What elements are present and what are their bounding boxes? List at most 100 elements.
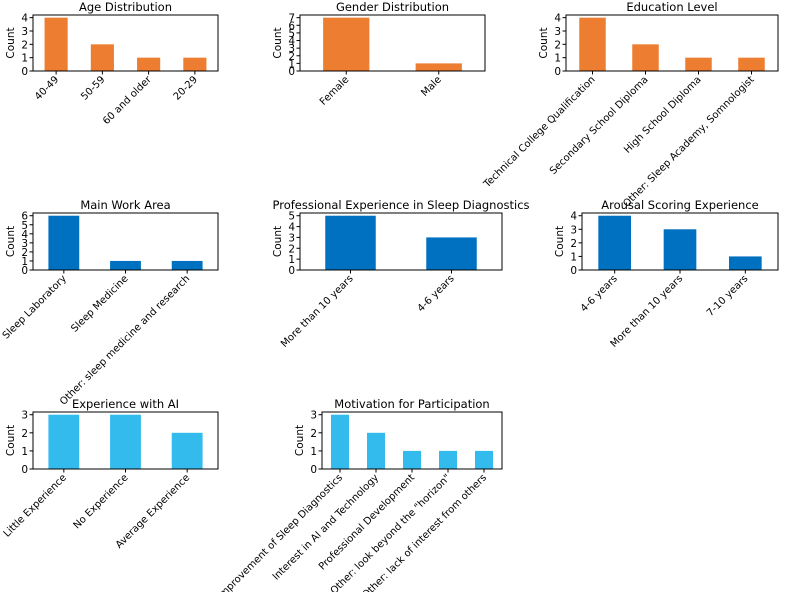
y-tick-label: 5: [288, 211, 295, 223]
bar: [579, 17, 606, 72]
bar: [426, 237, 477, 270]
y-tick-label: 0: [288, 265, 295, 277]
x-tick-label: Sleep Medicine: [69, 273, 130, 334]
x-tick-label: 7-10 years: [705, 273, 751, 319]
y-axis-label: Count: [5, 27, 17, 58]
y-tick-label: 4: [288, 222, 295, 234]
bar: [729, 256, 762, 270]
chart-title: Main Work Area: [80, 198, 170, 212]
bar: [323, 17, 370, 72]
y-tick-label: 2: [554, 39, 561, 51]
chart-title: Age Distribution: [79, 0, 172, 14]
bar: [48, 414, 80, 469]
bar: [48, 215, 80, 270]
x-tick-label: Technical College Qualification: [481, 74, 597, 190]
y-tick-label: 1: [21, 53, 28, 65]
x-tick-label: Little Experience: [2, 472, 69, 539]
x-tick-label: 60 and older: [101, 74, 154, 127]
bar: [44, 17, 68, 72]
y-tick-label: 1: [554, 53, 561, 65]
axes-frame: [32, 14, 219, 72]
y-tick-label: 2: [570, 238, 577, 250]
bar: [632, 44, 659, 71]
y-tick-label: 6: [21, 211, 28, 223]
y-axis-label: Count: [272, 226, 284, 257]
axes-frame: [565, 14, 779, 72]
y-axis-label: Count: [294, 425, 306, 456]
y-tick-label: 2: [288, 51, 295, 63]
x-tick-label: 40-49: [33, 74, 61, 102]
y-axis-label: Count: [554, 226, 566, 257]
y-tick-label: 1: [21, 256, 28, 268]
y-tick-label: 5: [21, 220, 28, 232]
y-tick-label: 2: [288, 243, 295, 255]
y-tick-label: 0: [21, 464, 28, 476]
y-axis-label: Count: [538, 27, 550, 58]
y-tick-label: 7: [288, 13, 295, 25]
y-axis-label: Count: [5, 226, 17, 257]
x-tick-label: More than 10 years: [279, 273, 356, 350]
chart-title: Professional Experience in Sleep Diagnos…: [272, 198, 529, 212]
y-tick-label: 2: [310, 428, 317, 440]
chart-title: Experience with AI: [72, 397, 179, 411]
y-tick-label: 4: [21, 229, 28, 241]
y-tick-label: 1: [288, 58, 295, 70]
bar: [475, 450, 493, 469]
y-tick-label: 4: [570, 211, 577, 223]
y-tick-label: 0: [570, 265, 577, 277]
bar: [325, 215, 376, 270]
y-tick-label: 5: [288, 28, 295, 40]
y-tick-label: 1: [570, 251, 577, 263]
y-tick-label: 2: [21, 428, 28, 440]
x-tick-label: 50-59: [79, 74, 107, 102]
bar: [598, 215, 631, 270]
x-tick-label: Sleep Laboratory: [1, 273, 69, 341]
axes-frame: [299, 212, 503, 271]
bar: [110, 260, 141, 270]
y-tick-label: 1: [310, 446, 317, 458]
x-tick-label: Secondary School Diploma: [548, 74, 651, 177]
y-tick-label: 0: [310, 464, 317, 476]
y-tick-label: 2: [21, 247, 28, 259]
x-tick-label: No Experience: [72, 472, 131, 531]
y-tick-label: 3: [21, 26, 28, 38]
bar: [110, 414, 141, 469]
x-tick-label: Other: lack of interest from others: [361, 472, 490, 592]
bar: [90, 44, 114, 71]
x-tick-label: 4-6 years: [579, 273, 620, 314]
bar: [685, 57, 712, 71]
y-axis-label: Count: [5, 425, 17, 456]
x-tick-label: Female: [318, 74, 351, 107]
y-axis-label: Count: [272, 27, 284, 58]
y-tick-label: 4: [288, 36, 295, 48]
chart-title: Education Level: [626, 0, 717, 14]
bar: [183, 57, 207, 71]
x-tick-label: Male: [419, 74, 444, 99]
y-tick-label: 2: [21, 39, 28, 51]
y-tick-label: 0: [21, 265, 28, 277]
bar: [331, 414, 349, 469]
bar: [415, 63, 462, 71]
chart-title: Arousal Scoring Experience: [601, 198, 759, 212]
x-tick-label: More than 10 years: [609, 273, 686, 350]
axes-frame: [299, 14, 486, 72]
y-tick-label: 3: [288, 43, 295, 55]
y-tick-label: 3: [21, 410, 28, 422]
y-tick-label: 6: [288, 20, 295, 32]
y-tick-label: 0: [21, 66, 28, 78]
bar: [367, 432, 385, 469]
y-tick-label: 0: [288, 66, 295, 78]
y-tick-label: 3: [310, 410, 317, 422]
y-tick-label: 4: [21, 13, 28, 25]
y-tick-label: 4: [554, 13, 561, 25]
chart-title: Gender Distribution: [336, 0, 449, 14]
y-tick-label: 3: [554, 26, 561, 38]
bar: [439, 450, 457, 469]
